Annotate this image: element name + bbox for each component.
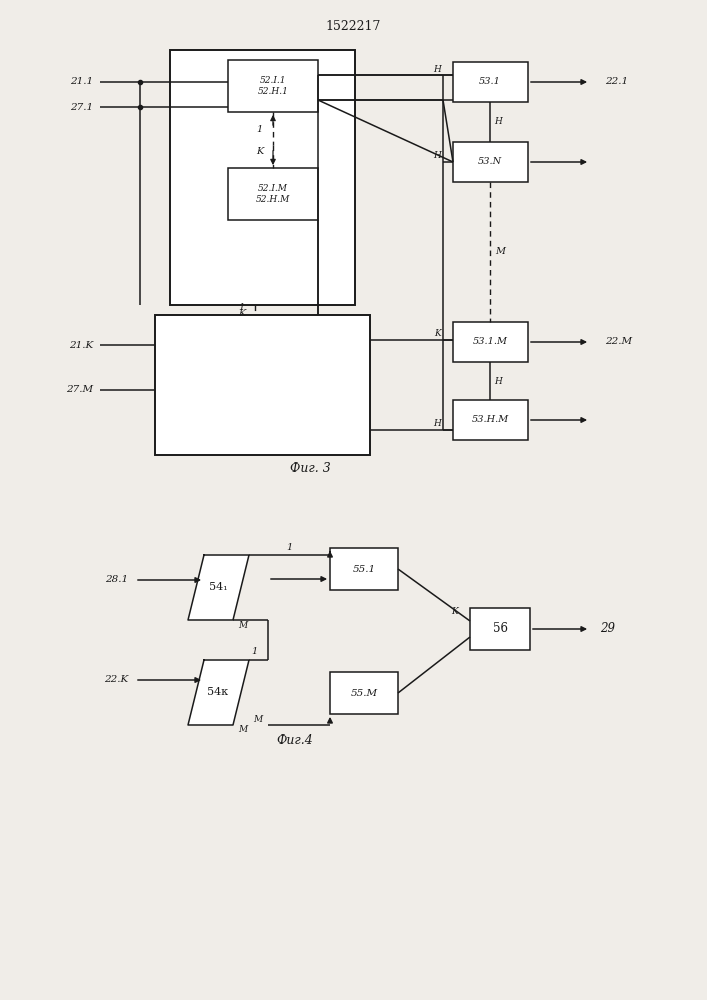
Text: 21.K: 21.K [69,340,93,350]
Text: 53.1: 53.1 [479,78,501,87]
Text: M: M [495,247,505,256]
Text: 1: 1 [286,542,292,552]
Text: H: H [433,420,441,428]
Bar [228,60,318,112]
Text: 1: 1 [251,648,257,656]
Text: M: M [253,716,262,724]
Text: K: K [451,606,458,615]
Text: K: K [238,308,245,318]
Text: M: M [238,726,247,734]
Text: 21.1: 21.1 [70,78,93,87]
Text: H: H [433,64,441,74]
Text: 28.1: 28.1 [105,576,128,584]
Text: 22.1: 22.1 [605,78,628,87]
Bar [155,315,370,455]
Text: 1: 1 [257,125,263,134]
Text: Фиг.4: Фиг.4 [276,734,313,746]
Text: 52.I.1
52.H.1: 52.I.1 52.H.1 [257,76,288,96]
Text: H: H [494,376,502,385]
Bar [228,168,318,220]
Bar [453,142,528,182]
Bar [330,672,398,714]
Text: 53.N: 53.N [478,157,502,166]
Text: M: M [238,620,247,630]
Polygon shape [188,660,249,725]
Bar [170,50,355,305]
Bar [453,322,528,362]
Text: 55.1: 55.1 [352,564,375,574]
Text: 53.1.M: 53.1.M [472,338,508,347]
Bar [330,548,398,590]
Text: 54₁: 54₁ [209,582,228,592]
Text: 27.1: 27.1 [70,103,93,111]
Text: 52.I.M
52.H.M: 52.I.M 52.H.M [256,184,290,204]
Bar [453,62,528,102]
Text: 27.M: 27.M [66,385,93,394]
Text: 1522217: 1522217 [325,20,380,33]
Text: 22.K: 22.K [104,676,128,684]
Bar [453,400,528,440]
Text: Фиг. 3: Фиг. 3 [290,462,330,475]
Text: K: K [256,147,263,156]
Text: 55.M: 55.M [351,688,378,698]
Polygon shape [188,555,249,620]
Text: K: K [434,330,441,338]
Text: H: H [494,117,502,126]
Text: 22.M: 22.M [605,338,632,347]
Text: 53.H.M: 53.H.M [472,416,508,424]
Bar [470,608,530,650]
Text: 29: 29 [600,622,615,636]
Text: 1: 1 [239,304,245,312]
Text: 56: 56 [493,622,508,636]
Text: 54к: 54к [207,687,228,697]
Text: H: H [433,151,441,160]
